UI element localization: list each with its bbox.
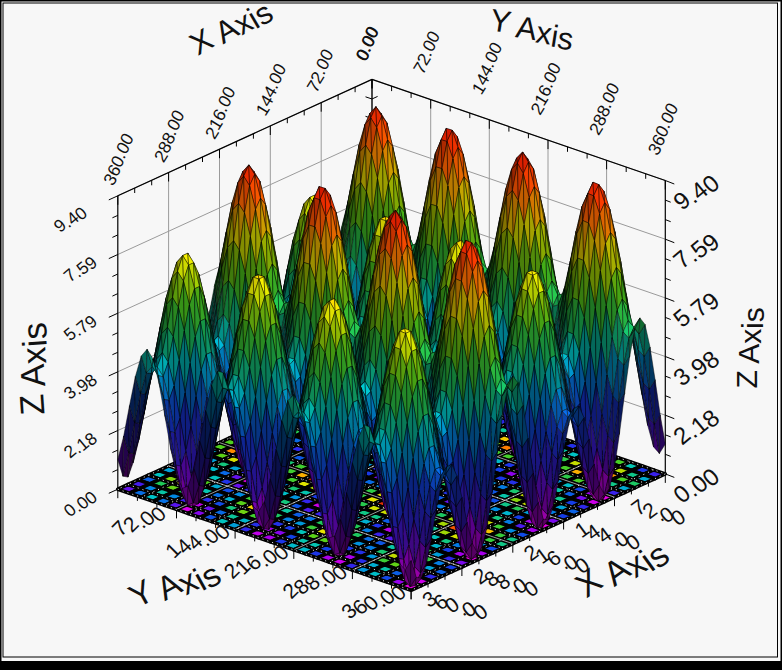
svg-text:Z Axis: Z Axis [11,320,55,418]
